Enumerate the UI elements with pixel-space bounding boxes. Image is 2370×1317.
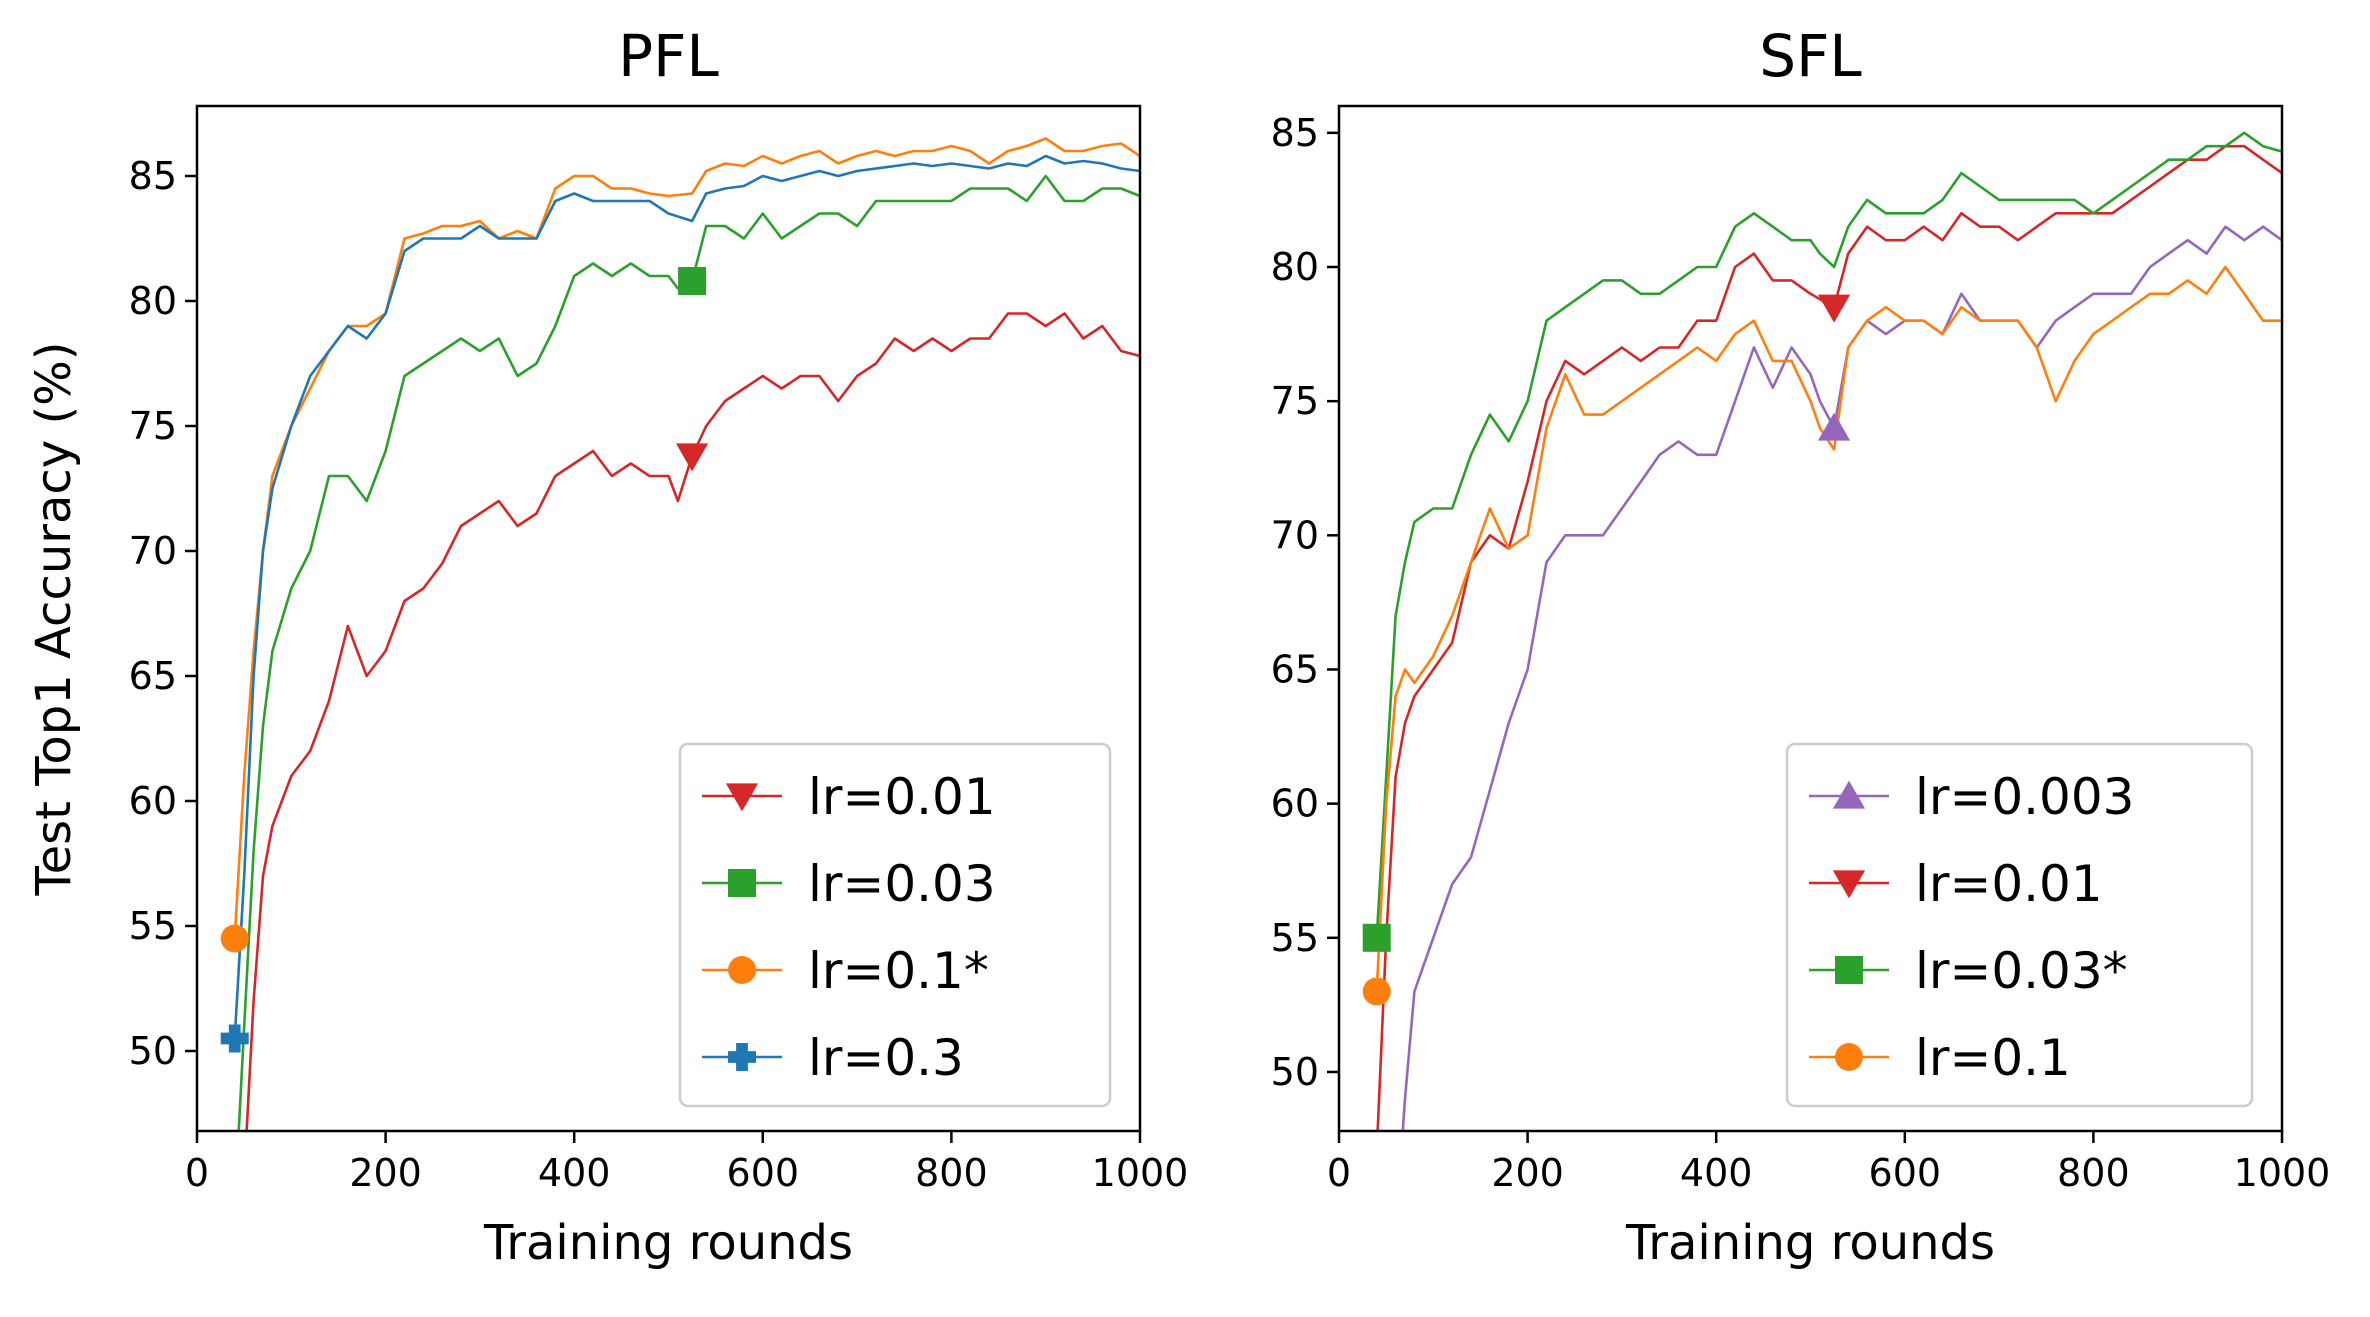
series-marker [220,1024,249,1053]
x-tick-label: 600 [1869,1151,1942,1195]
legend-label: lr=0.003 [1915,768,2134,826]
x-tick-label: 400 [1680,1151,1753,1195]
series-line [1375,265,2282,992]
pfl-panel: PFL 0 200 400 600 800 1000 50 55 60 65 70 75 80 85 Trai… [26,22,1189,1271]
legend-label: lr=0.1 [1915,1029,2071,1087]
legend: lr=0.01 lr=0.03 lr=0.1* lr=0.3 [678,742,1112,1108]
legend: lr=0.003 lr=0.01 lr=0.03* lr=0.1 [1785,742,2254,1108]
legend-marker [728,869,756,897]
legend-label: lr=0.03* [1915,942,2128,1000]
x-tick-label: 600 [727,1151,800,1195]
series-marker [1362,923,1391,952]
x-tick-label: 0 [1327,1151,1351,1195]
x-tick-label: 1000 [2234,1151,2331,1195]
y-tick-label: 55 [1271,916,1319,960]
legend-label: lr=0.01 [1915,855,2103,913]
y-axis-label: Test Top1 Accuracy (%) [26,341,82,896]
y-tick-label: 85 [129,154,177,198]
legend-label: lr=0.03 [808,855,996,913]
series-marker [1362,977,1391,1006]
y-tick-label: 70 [1271,513,1319,557]
y-tick-label: 80 [129,279,177,323]
y-tick-label: 85 [1271,111,1319,155]
legend-marker [725,783,759,812]
y-tick-label: 60 [129,779,177,823]
legend-frame [678,742,1112,1108]
x-tick-label: 400 [538,1151,611,1195]
y-tick-label: 50 [1271,1050,1319,1094]
y-tick-label: 80 [1271,245,1319,289]
series-marker [1817,294,1851,323]
y-tick-label: 50 [129,1029,177,1073]
legend-marker [1835,956,1863,984]
legend-marker [728,956,756,984]
x-tick-label: 200 [1491,1151,1564,1195]
series-line [233,154,1140,1039]
sfl-panel: SFL 0 200 400 600 800 1000 50 55 60 65 70 75 80 85 Trai… [1271,22,2331,1271]
x-tick-label: 800 [915,1151,988,1195]
x-tick-label: 1000 [1092,1151,1189,1195]
legend-marker [728,1043,756,1071]
series-line [1376,144,2282,1131]
plot-frame [1337,104,2284,1133]
y-tick-label: 65 [129,654,177,698]
y-tick-label: 65 [1271,647,1319,691]
plot-frame [195,104,1142,1133]
legend-marker [1835,1043,1863,1071]
y-tick-label: 75 [1271,379,1319,423]
chart-title: SFL [1759,22,1862,90]
series-marker [675,443,709,472]
legend-marker [1832,870,1866,899]
series-marker [678,267,707,295]
series-line [1375,131,2282,938]
series-marker [1817,412,1851,441]
legend-marker [1832,780,1866,809]
legend-label: lr=0.01 [808,768,996,826]
y-tick-label: 55 [129,904,177,948]
x-axis-label: Training rounds [483,1215,853,1271]
y-tick-label: 60 [1271,782,1319,826]
series-line [233,137,1140,939]
legend-frame [1785,742,2254,1108]
x-tick-label: 0 [185,1151,209,1195]
x-tick-label: 800 [2057,1151,2130,1195]
legend-label: lr=0.3 [808,1029,964,1087]
series-marker [220,924,249,953]
x-tick-label: 200 [349,1151,422,1195]
x-axis-label: Training rounds [1625,1215,1995,1271]
chart-title: PFL [618,22,719,90]
y-tick-label: 75 [129,404,177,448]
y-tick-label: 70 [129,529,177,573]
legend-label: lr=0.1* [808,942,989,1000]
series-line [245,312,1140,1131]
series-line [237,174,1140,1131]
series-line [1401,225,2282,1131]
